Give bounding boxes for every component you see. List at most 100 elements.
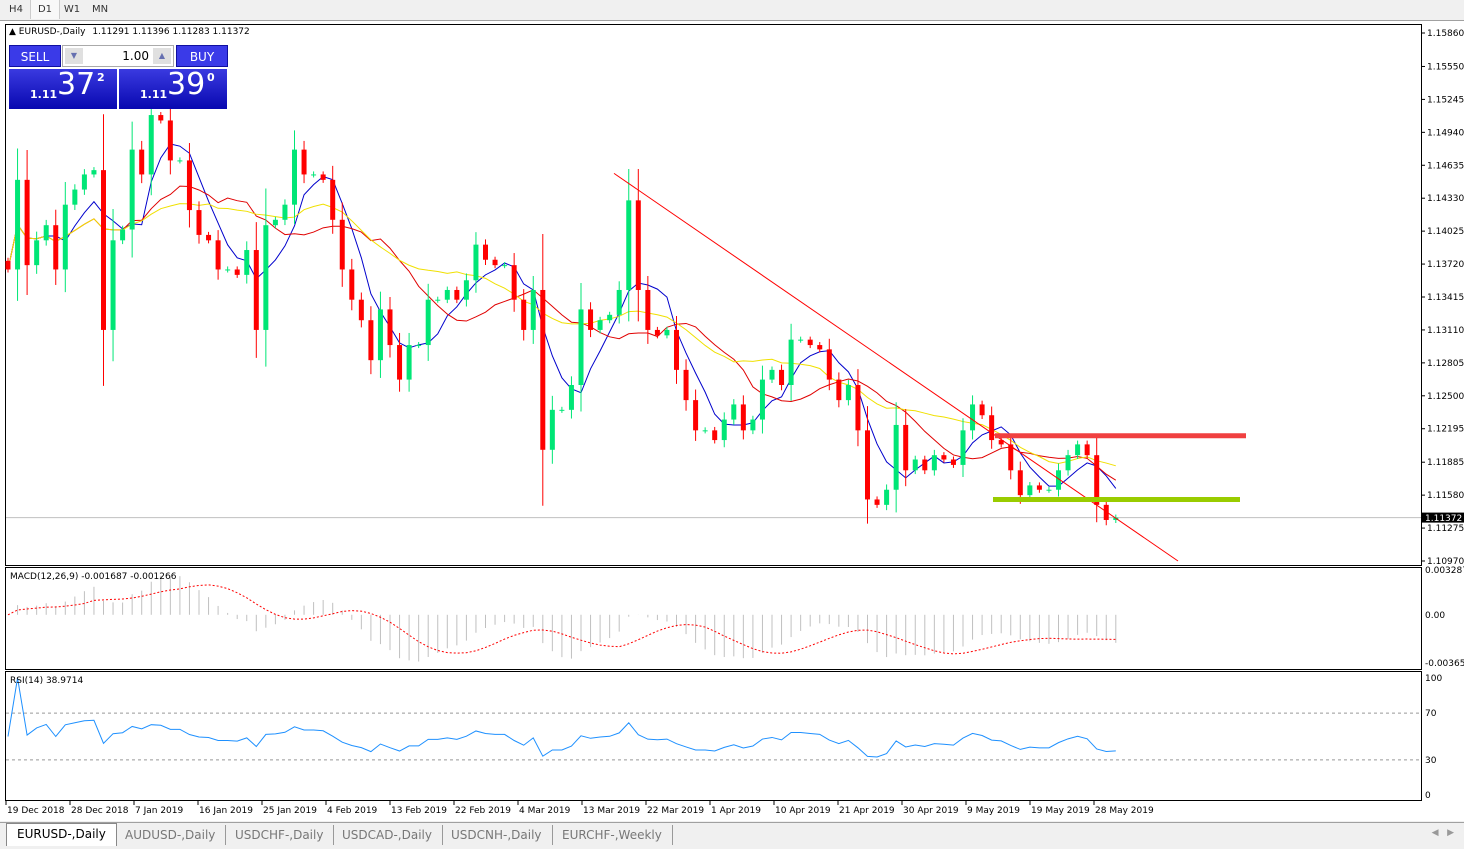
price-tick-label: 1.10970 — [1427, 557, 1464, 567]
buy-price-fraction: 0 — [207, 71, 215, 84]
collapse-triangle-icon[interactable]: ▲ — [9, 27, 16, 37]
candle-body — [874, 499, 880, 505]
candle-body — [750, 419, 756, 431]
candle-body — [206, 234, 212, 241]
candle-body — [645, 289, 651, 330]
macd-tick-label: 0.003287 — [1425, 566, 1464, 576]
chart-header: ▲ EURUSD-,Daily 1.11291 1.11396 1.11283 … — [9, 27, 250, 37]
sell-button[interactable]: SELL — [9, 45, 61, 67]
candle-body — [712, 430, 718, 441]
candle-body — [702, 430, 708, 432]
candle-body — [368, 320, 374, 361]
candle-body — [387, 309, 393, 346]
increase-lot-icon[interactable]: ▲ — [153, 48, 171, 64]
candle-body — [530, 289, 536, 330]
candle-body — [101, 170, 106, 330]
candle-body — [463, 280, 469, 300]
sell-price-fraction: 2 — [97, 71, 105, 84]
rsi-tick-label: 70 — [1425, 709, 1437, 719]
candle-body — [454, 289, 460, 300]
chart-tabs: EURUSD-,Daily AUDUSD-,Daily USDCHF-,Dail… — [0, 822, 1464, 847]
candle-body — [43, 225, 49, 241]
candle-body — [177, 160, 183, 162]
tab-scroll-arrows[interactable]: ◀ ▶ — [1431, 828, 1454, 838]
timeframe-mn[interactable]: MN — [91, 4, 109, 15]
candle-body — [406, 345, 412, 380]
sell-price[interactable]: 1.11 37 2 — [9, 67, 117, 109]
lot-size-value[interactable]: 1.00 — [122, 49, 149, 63]
current-price-label: 1.11372 — [1425, 514, 1462, 524]
date-label: 21 Apr 2019 — [839, 806, 895, 816]
price-chart[interactable]: 1.15860 1.15550 1.15245 1.14940 1.14635 1.143… — [0, 21, 1464, 821]
candle-body — [196, 210, 202, 235]
candle-body — [444, 289, 450, 300]
candle-body — [349, 269, 355, 300]
tab-eurusd-daily[interactable]: EURUSD-,Daily — [6, 823, 117, 846]
candle-body — [129, 149, 135, 230]
candle-body — [817, 345, 823, 350]
candle-body — [568, 385, 574, 410]
candle-body — [473, 244, 479, 281]
candle-body — [53, 225, 59, 270]
candle-body — [1036, 485, 1042, 490]
candle-body — [807, 339, 813, 346]
candle-body — [626, 200, 632, 290]
candle-body — [740, 404, 746, 431]
trendline — [613, 172, 1179, 562]
candle-body — [34, 240, 40, 266]
candle-body — [292, 149, 297, 205]
tab-usdcad-daily[interactable]: USDCAD-,Daily — [332, 825, 443, 845]
date-label: 7 Jan 2019 — [135, 806, 183, 816]
tab-usdcnh-daily[interactable]: USDCNH-,Daily — [441, 825, 553, 845]
date-label: 13 Mar 2019 — [583, 806, 640, 816]
candle-body — [62, 204, 68, 270]
candle-body — [1027, 485, 1033, 496]
candle-body — [15, 179, 21, 270]
candle-body — [683, 369, 689, 401]
timeframe-h4[interactable]: H4 — [9, 4, 23, 15]
price-tick-label: 1.13415 — [1427, 293, 1464, 303]
candle-body — [798, 339, 804, 341]
buy-price[interactable]: 1.11 39 0 — [119, 67, 227, 109]
buy-price-pips: 39 — [167, 67, 206, 102]
date-label: 19 May 2019 — [1031, 806, 1090, 816]
tab-usdchf-daily[interactable]: USDCHF-,Daily — [225, 825, 335, 845]
lot-size-stepper[interactable]: ▼ 1.00 ▲ — [62, 45, 174, 67]
candle-body — [5, 260, 11, 270]
sell-price-prefix: 1.11 — [30, 88, 58, 101]
timeframe-d1[interactable]: D1 — [30, 0, 60, 19]
candle-body — [855, 385, 861, 431]
decrease-lot-icon[interactable]: ▼ — [65, 48, 83, 64]
candle-body — [397, 345, 403, 380]
price-tick-label: 1.12500 — [1427, 392, 1464, 402]
candle-body — [941, 455, 947, 460]
candle-body — [845, 385, 851, 401]
candle-body — [674, 329, 679, 370]
buy-button[interactable]: BUY — [176, 45, 228, 67]
macd-label: MACD(12,26,9) -0.001687 -0.001266 — [10, 572, 177, 582]
candle-body — [253, 250, 259, 330]
candle-body — [970, 404, 976, 431]
sell-price-pips: 37 — [57, 67, 96, 102]
price-tick-label: 1.11885 — [1427, 458, 1464, 468]
price-tick-label: 1.11580 — [1427, 491, 1464, 501]
candle-body — [950, 459, 956, 465]
candle-body — [81, 174, 87, 190]
candle-body — [435, 299, 441, 301]
candle-body — [826, 349, 832, 380]
candle-body — [635, 200, 641, 290]
price-tick-label: 1.14330 — [1427, 194, 1464, 204]
price-tick-label: 1.15860 — [1427, 29, 1464, 39]
current-price-marker — [1422, 512, 1464, 523]
candle-body — [1084, 444, 1090, 456]
candle-body — [502, 265, 508, 267]
candle-body — [91, 170, 97, 175]
candle-body — [244, 250, 250, 275]
candle-body — [960, 430, 966, 465]
candle-body — [167, 120, 173, 161]
tab-eurchf-weekly[interactable]: EURCHF-,Weekly — [552, 825, 673, 845]
tab-audusd-daily[interactable]: AUDUSD-,Daily — [115, 825, 227, 845]
candle-body — [998, 440, 1004, 445]
candle-body — [779, 369, 785, 385]
timeframe-w1[interactable]: W1 — [63, 4, 81, 15]
